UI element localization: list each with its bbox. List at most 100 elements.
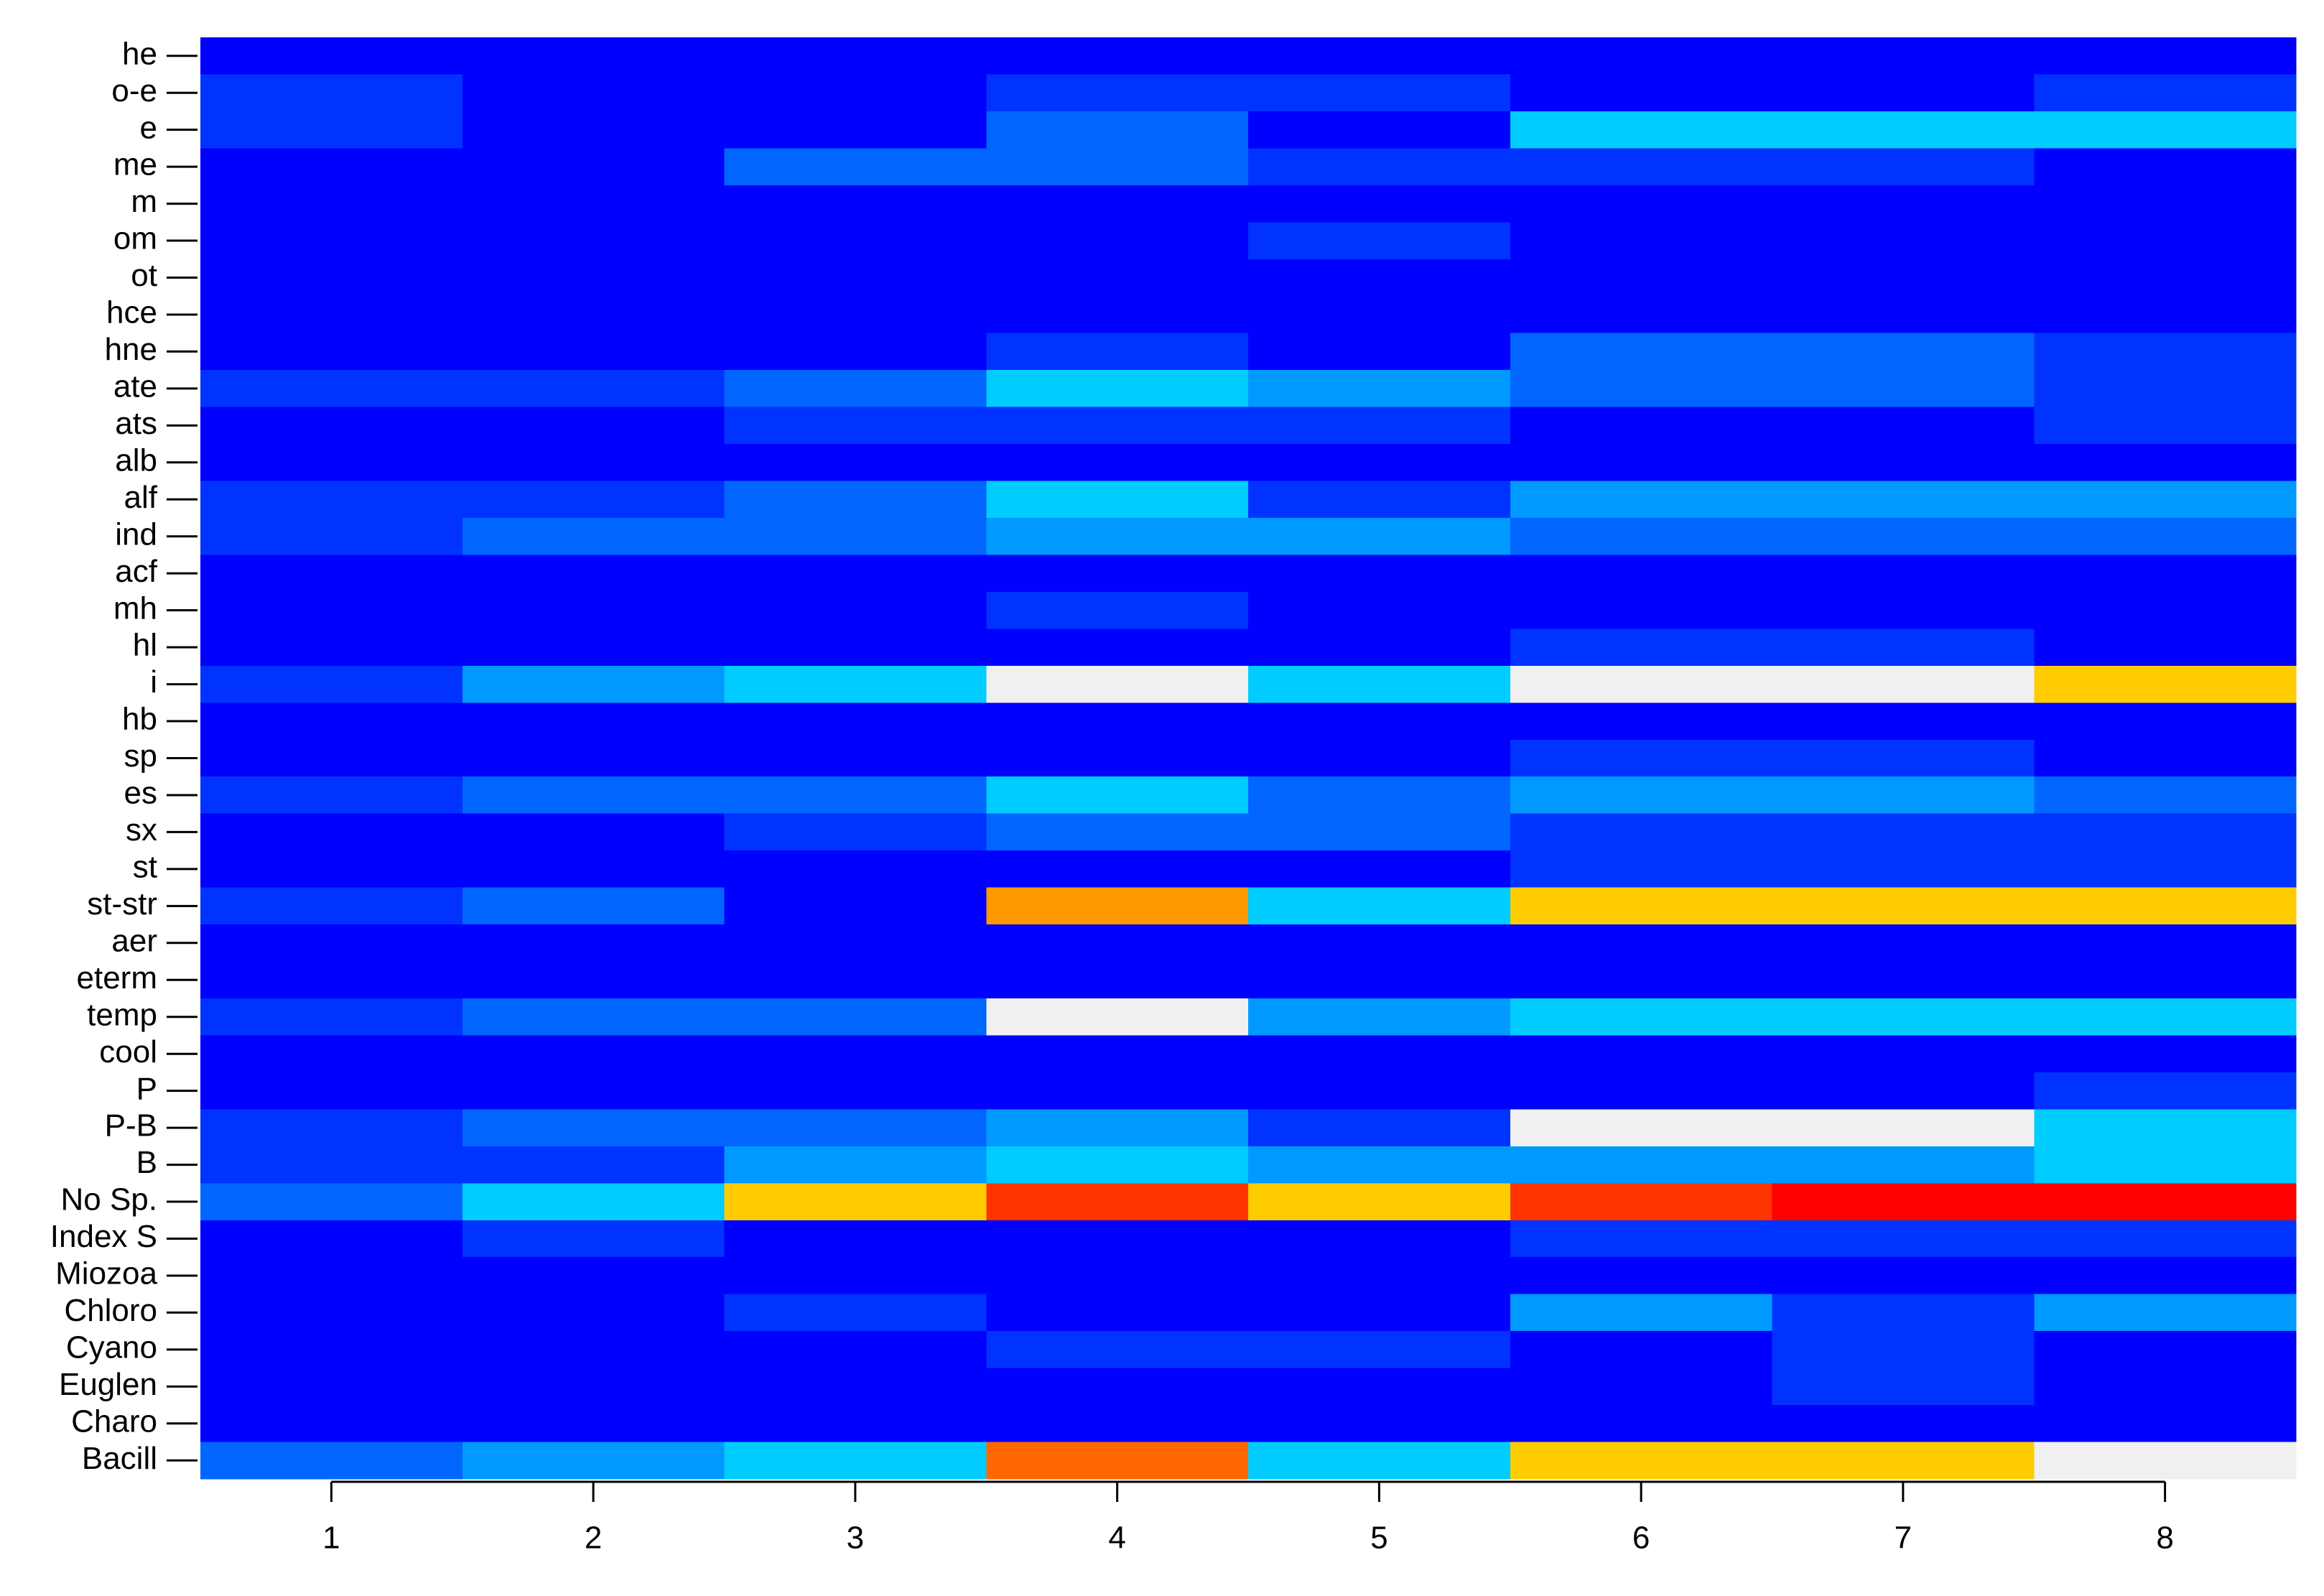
heatmap-cell xyxy=(1772,1035,2035,1073)
heatmap-cell xyxy=(200,702,463,741)
heatmap-cell xyxy=(200,37,463,75)
heatmap-cell xyxy=(1248,370,1511,408)
heatmap-cell xyxy=(986,813,1249,851)
heatmap-cell xyxy=(986,776,1249,815)
heatmap-cell xyxy=(1248,1183,1511,1221)
heatmap-cell xyxy=(2034,1331,2297,1369)
heatmap-cell xyxy=(462,1035,725,1073)
heatmap-cell xyxy=(1248,1109,1511,1147)
heatmap-cell xyxy=(986,1405,1249,1443)
heatmap-cell xyxy=(986,296,1249,334)
heatmap-cell xyxy=(986,1146,1249,1184)
heatmap-cell xyxy=(724,998,987,1036)
heatmap-cell xyxy=(1248,739,1511,777)
heatmap-cell xyxy=(724,370,987,408)
heatmap-cell xyxy=(1510,591,1772,629)
heatmap-cell xyxy=(200,407,463,445)
heatmap-cell xyxy=(1510,555,1772,593)
heatmap-cell xyxy=(1510,37,1772,75)
x-tick-label: 4 xyxy=(1108,1521,1125,1556)
heatmap-cell xyxy=(724,1183,987,1221)
heatmap-cell xyxy=(1510,813,1772,851)
heatmap-cell xyxy=(986,998,1249,1036)
heatmap-cell xyxy=(1248,333,1511,371)
heatmap-cell xyxy=(1772,518,2035,555)
heatmap-cell xyxy=(986,1442,1249,1480)
heatmap-cell xyxy=(200,1146,463,1184)
heatmap-cell xyxy=(2034,407,2297,445)
heatmap-cell xyxy=(1510,148,1772,186)
heatmap-cell xyxy=(462,481,725,519)
heatmap-cell xyxy=(1772,1442,2035,1480)
heatmap-cell xyxy=(1510,739,1772,777)
heatmap-cell xyxy=(1510,1442,1772,1480)
heatmap-cell xyxy=(2034,333,2297,371)
heatmap-cell xyxy=(462,850,725,889)
heatmap-cell xyxy=(1510,185,1772,223)
heatmap-cell xyxy=(1248,887,1511,925)
heatmap-cell xyxy=(200,185,463,223)
heatmap-cell xyxy=(724,1072,987,1110)
heatmap-cell xyxy=(1248,148,1511,186)
heatmap-cell xyxy=(724,924,987,962)
heatmap-cell xyxy=(462,813,725,851)
heatmap-cell xyxy=(2034,998,2297,1036)
heatmap-cell xyxy=(200,1257,463,1295)
heatmap-cell xyxy=(986,518,1249,555)
heatmap-cell xyxy=(1772,1220,2035,1258)
heatmap-cell xyxy=(724,518,987,555)
heatmap-cell xyxy=(1510,924,1772,962)
heatmap-cell xyxy=(1510,961,1772,999)
heatmap-cell xyxy=(986,1035,1249,1073)
heatmap-cell xyxy=(1248,924,1511,962)
heatmap-cell xyxy=(462,1331,725,1369)
heatmap-cell xyxy=(1510,1294,1772,1332)
x-tick-label: 1 xyxy=(322,1521,340,1556)
heatmap-cell xyxy=(2034,1257,2297,1295)
heatmap-cell xyxy=(986,739,1249,777)
heatmap-cell xyxy=(2034,148,2297,186)
heatmap-cell xyxy=(1510,998,1772,1036)
heatmap-cell xyxy=(724,296,987,334)
heatmap-cell xyxy=(1248,74,1511,112)
heatmap-cell xyxy=(724,185,987,223)
heatmap-cell xyxy=(462,1072,725,1110)
heatmap-cell xyxy=(986,702,1249,741)
heatmap-cell xyxy=(1510,259,1772,297)
heatmap-cell xyxy=(724,1257,987,1295)
y-tick-label: temp xyxy=(87,997,157,1032)
heatmap-cell xyxy=(462,333,725,371)
heatmap-cell xyxy=(1248,37,1511,75)
heatmap-cell xyxy=(1510,1220,1772,1258)
heatmap-cell xyxy=(1772,591,2035,629)
heatmap-cell xyxy=(1248,185,1511,223)
heatmap-cell xyxy=(200,924,463,962)
heatmap-cell xyxy=(462,185,725,223)
heatmap-cell xyxy=(724,1294,987,1332)
y-tick-label: he xyxy=(122,36,157,71)
heatmap-cell xyxy=(1248,555,1511,593)
heatmap-cell xyxy=(986,1220,1249,1258)
heatmap-cell xyxy=(2034,111,2297,149)
heatmap-cell xyxy=(1772,1146,2035,1184)
heatmap-cell xyxy=(200,1331,463,1369)
heatmap-cell xyxy=(986,74,1249,112)
heatmap-cell xyxy=(462,1405,725,1443)
heatmap-cell xyxy=(2034,776,2297,815)
heatmap-cell xyxy=(1248,407,1511,445)
heatmap-cell xyxy=(1772,776,2035,815)
heatmap-cell xyxy=(1510,518,1772,555)
heatmap-cell xyxy=(986,37,1249,75)
heatmap-cell xyxy=(1772,1109,2035,1147)
heatmap-cell xyxy=(462,1368,725,1406)
heatmap-cell xyxy=(462,1109,725,1147)
y-tick-label: hl xyxy=(133,628,157,663)
heatmap-cell xyxy=(462,702,725,741)
heatmap-cell xyxy=(1248,259,1511,297)
heatmap-cell xyxy=(986,1294,1249,1332)
heatmap-cell xyxy=(724,887,987,925)
y-tick-label: st xyxy=(133,850,157,885)
heatmap-cell xyxy=(1248,961,1511,999)
heatmap-cell xyxy=(986,665,1249,703)
heatmap-cell xyxy=(1772,961,2035,999)
